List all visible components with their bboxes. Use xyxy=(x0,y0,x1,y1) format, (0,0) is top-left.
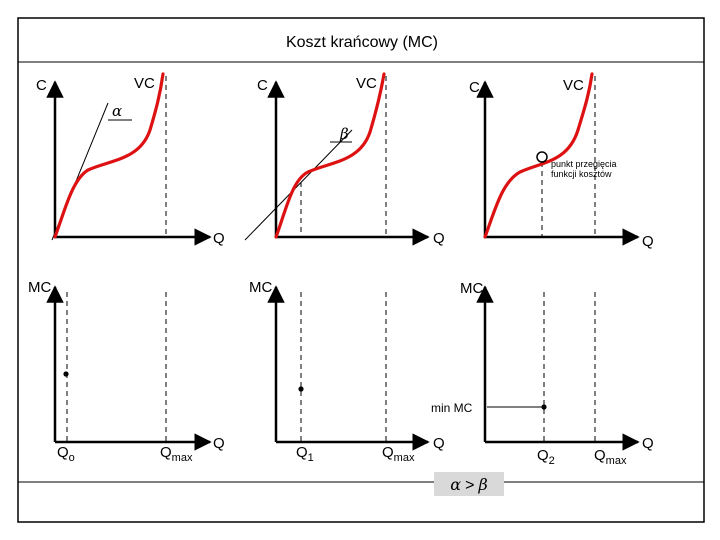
q2-label: Q2 xyxy=(537,447,555,467)
page-title: Koszt krańcowy (MC) xyxy=(286,34,438,51)
alpha-label: α xyxy=(112,102,122,120)
q-axis-label: Q xyxy=(213,230,225,247)
c-axis-label: C xyxy=(469,79,480,96)
annotation-line-1: punkt przegięcia xyxy=(551,159,617,169)
bottom-panel-2: MC Q Q1 Qmax xyxy=(249,279,445,464)
c-axis-label: C xyxy=(257,77,268,94)
qmax-label: Qmax xyxy=(594,447,627,467)
top-panel-3: C Q VC punkt przegięcia funkcji kosztów xyxy=(469,72,654,250)
bottom-panel-1: MC Q Qo Qmax xyxy=(28,279,225,464)
vc-curve xyxy=(53,72,165,239)
comparison-text: α > β xyxy=(450,475,487,494)
q-axis-label: Q xyxy=(642,435,654,452)
comparison-box: α > β xyxy=(434,472,504,496)
qmax-label: Qmax xyxy=(382,444,415,464)
mc-point xyxy=(298,386,304,392)
tangent-line xyxy=(244,129,353,241)
q-axis-label: Q xyxy=(433,230,445,247)
q-axis-label: Q xyxy=(433,435,445,452)
bottom-panel-3: MC Q min MC Q2 Qmax xyxy=(431,280,654,467)
vc-curve xyxy=(274,72,386,239)
top-panel-1: C Q VC α xyxy=(36,72,225,247)
qmax-label: Qmax xyxy=(160,444,193,464)
q-axis-label: Q xyxy=(213,435,225,452)
q1-label: Q1 xyxy=(296,444,314,464)
vc-curve xyxy=(483,72,594,239)
min-mc-label: min MC xyxy=(431,401,473,415)
vc-label: VC xyxy=(563,77,584,94)
mc-axis-label: MC xyxy=(460,280,483,297)
mc-axis-label: MC xyxy=(28,279,51,296)
comparison-box-bg xyxy=(434,472,504,496)
vc-label: VC xyxy=(356,75,377,92)
outer-frame xyxy=(17,17,705,523)
vc-label: VC xyxy=(134,75,155,92)
mc-axis-label: MC xyxy=(249,279,272,296)
q0-label: Qo xyxy=(57,444,75,464)
mc-point xyxy=(63,371,69,377)
top-panel-2: C Q VC β xyxy=(244,72,445,247)
c-axis-label: C xyxy=(36,77,47,94)
q-axis-label: Q xyxy=(642,233,654,250)
inflection-point-marker xyxy=(536,151,548,163)
beta-label: β xyxy=(339,125,349,143)
annotation-line-2: funkcji kosztów xyxy=(551,169,612,179)
min-mc-point xyxy=(541,404,547,410)
